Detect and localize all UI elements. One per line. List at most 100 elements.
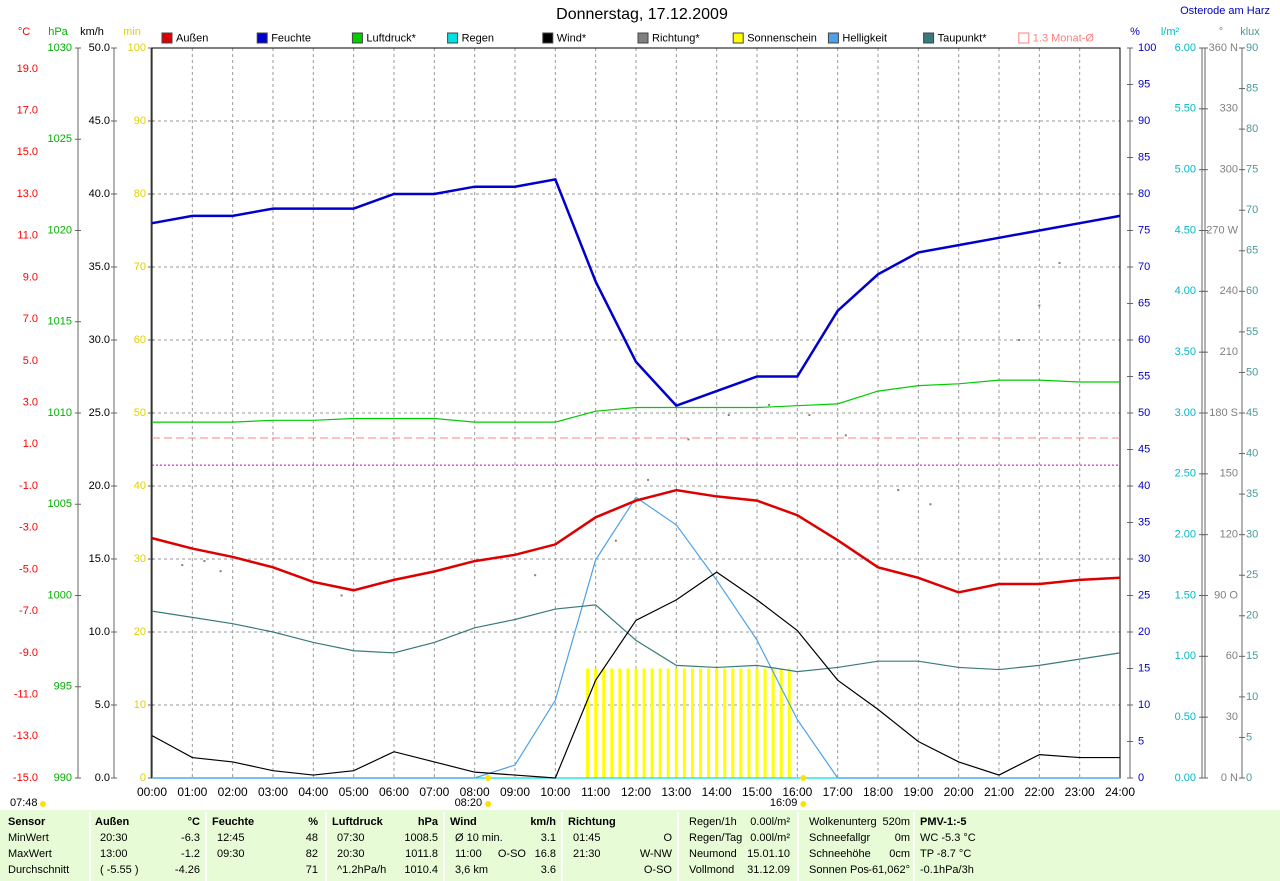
table-cell: O-SO — [498, 848, 527, 860]
axis-title: l/m² — [1161, 26, 1180, 38]
x-tick-label: 14:00 — [702, 785, 732, 799]
y-tick-label: 2.50 — [1175, 468, 1196, 480]
table-cell: 0.00l/m² — [750, 816, 790, 828]
y-tick-label: 60 — [1246, 285, 1258, 297]
legend-swatch — [447, 32, 459, 44]
sun-time-label: 08:20 — [455, 797, 483, 809]
y-tick-label: 5 — [1138, 735, 1144, 747]
legend-label: Regen — [462, 32, 494, 44]
legend-swatch — [256, 32, 268, 44]
table-cell: O-SO — [644, 864, 673, 876]
x-tick-label: 24:00 — [1105, 785, 1135, 799]
table-cell: Neumond — [689, 848, 737, 860]
axis-title: km/h — [80, 26, 104, 38]
y-tick-label: 35 — [1246, 488, 1258, 500]
y-tick-label: 5.0 — [23, 355, 38, 367]
table-cell: Wolkenunterg — [809, 816, 877, 828]
y-tick-label: 25.0 — [89, 407, 110, 419]
sunshine-bar — [747, 668, 751, 778]
location: Osterode am Harz — [1180, 5, 1270, 17]
legend-label: 1.3 Monat-Ø — [1033, 32, 1095, 44]
x-tick-label: 07:00 — [419, 785, 449, 799]
y-tick-label: 180 S — [1209, 407, 1238, 419]
sunshine-bar — [723, 668, 727, 778]
sunshine-bar — [771, 668, 775, 778]
y-tick-label: -3.0 — [19, 522, 38, 534]
sunshine-bar — [666, 668, 670, 778]
x-tick-label: 11:00 — [581, 785, 610, 799]
y-tick-label: -9.0 — [19, 647, 38, 659]
y-tick-label: 60 — [1226, 650, 1238, 662]
sunshine-bar — [650, 668, 654, 778]
y-tick-label: 65 — [1246, 245, 1258, 257]
y-tick-label: 150 — [1220, 468, 1238, 480]
y-tick-label: 1005 — [48, 498, 72, 510]
y-tick-label: 50 — [1138, 407, 1150, 419]
series-line — [151, 177, 1121, 408]
y-tick-label: -1.0 — [19, 480, 38, 492]
direction-point — [897, 489, 900, 492]
table-header: Wind — [450, 816, 477, 828]
y-tick-label: 75 — [1138, 224, 1150, 236]
legend-label: Taupunkt* — [938, 32, 988, 44]
direction-point — [808, 414, 811, 417]
y-tick-label: 5.0 — [95, 699, 110, 711]
table-cell: 520m — [882, 816, 910, 828]
x-tick-label: 22:00 — [1024, 785, 1054, 799]
legend-label: Helligkeit — [842, 32, 887, 44]
y-tick-label: 15 — [1138, 662, 1150, 674]
table-cell: 01:45 — [573, 832, 601, 844]
legend-swatch — [732, 32, 744, 44]
y-tick-label: 240 — [1220, 285, 1238, 297]
table-cell: 3.6 — [541, 864, 556, 876]
y-tick-label: 0 — [1246, 772, 1252, 784]
table-cell: W-NW — [640, 848, 673, 860]
stats-panel — [0, 810, 1280, 881]
table-header: km/h — [530, 816, 556, 828]
sunshine-bar — [658, 668, 662, 778]
y-tick-label: 30.0 — [89, 334, 110, 346]
x-tick-label: 03:00 — [258, 785, 288, 799]
table-cell: Vollmond — [689, 864, 734, 876]
table-cell: 0.00l/m² — [750, 832, 790, 844]
y-tick-label: 20 — [1138, 626, 1150, 638]
y-tick-label: 10 — [1246, 691, 1258, 703]
x-tick-label: 20:00 — [944, 785, 974, 799]
y-tick-label: 15.0 — [17, 146, 38, 158]
table-header: hPa — [418, 816, 439, 828]
x-tick-label: 23:00 — [1065, 785, 1095, 799]
table-header: Richtung — [568, 816, 616, 828]
sun-marker — [800, 775, 807, 781]
y-tick-label: 45 — [1246, 407, 1258, 419]
x-tick-label: 21:00 — [984, 785, 1014, 799]
sunshine-bar — [674, 668, 678, 778]
y-tick-label: 20 — [134, 626, 146, 638]
y-tick-label: 11.0 — [17, 230, 38, 242]
y-tick-label: -15.0 — [13, 772, 38, 784]
table-cell: 0cm — [889, 848, 910, 860]
direction-point — [727, 414, 730, 417]
table-cell: O — [663, 832, 672, 844]
y-tick-label: 35 — [1138, 516, 1150, 528]
legend-swatch — [542, 32, 554, 44]
x-tick-label: 09:00 — [500, 785, 530, 799]
y-tick-label: 25 — [1138, 589, 1150, 601]
legend-label: Außen — [176, 32, 208, 44]
table-header: PMV-1:-5 — [920, 816, 966, 828]
sunshine-bar — [690, 668, 694, 778]
x-tick-label: 00:00 — [137, 785, 167, 799]
table-cell: Sonnen Pos — [809, 864, 869, 876]
direction-point — [1018, 339, 1021, 341]
table-cell: Durchschnitt — [8, 864, 69, 876]
sunshine-bar — [787, 668, 791, 778]
legend-swatch — [923, 32, 935, 44]
y-tick-label: 120 — [1220, 529, 1238, 541]
y-tick-label: 1020 — [48, 224, 72, 236]
x-tick-label: 17:00 — [823, 785, 853, 799]
y-tick-label: 85 — [1246, 82, 1258, 94]
y-tick-label: 13.0 — [17, 188, 38, 200]
y-tick-label: 1010 — [48, 407, 72, 419]
direction-point — [534, 574, 537, 577]
x-tick-label: 05:00 — [339, 785, 369, 799]
